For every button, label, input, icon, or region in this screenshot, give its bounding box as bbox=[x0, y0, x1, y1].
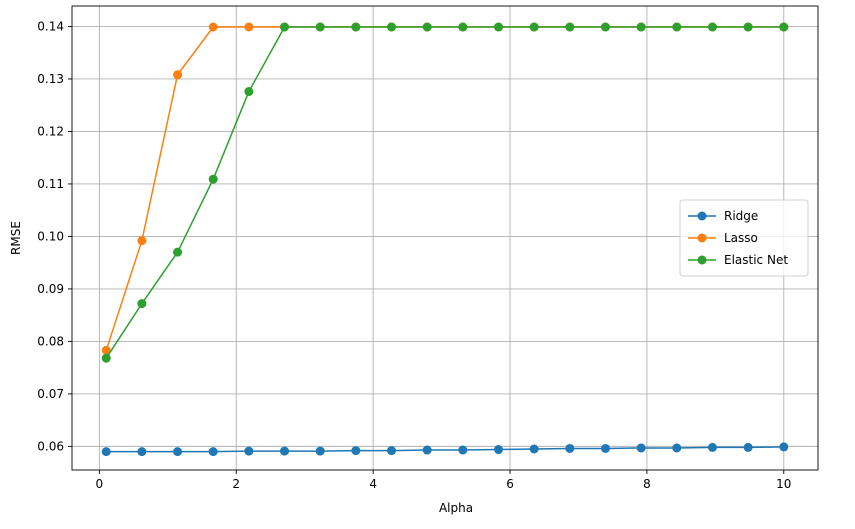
y-tick-label: 0.12 bbox=[37, 124, 64, 138]
data-point-elastic-net bbox=[387, 22, 397, 32]
data-point-ridge bbox=[422, 445, 432, 455]
data-point-ridge bbox=[137, 447, 147, 457]
data-point-elastic-net bbox=[173, 247, 183, 257]
data-point-elastic-net bbox=[137, 299, 147, 309]
data-point-ridge bbox=[493, 445, 503, 455]
data-point-elastic-net bbox=[280, 22, 290, 32]
legend-swatch-marker-elastic-net bbox=[697, 255, 707, 265]
x-tick-label: 0 bbox=[96, 477, 104, 491]
data-point-ridge bbox=[315, 446, 325, 456]
data-point-elastic-net bbox=[458, 22, 468, 32]
y-axis-title: RMSE bbox=[9, 221, 23, 255]
data-point-elastic-net bbox=[565, 22, 575, 32]
data-point-elastic-net bbox=[779, 22, 789, 32]
y-tick-label: 0.11 bbox=[37, 177, 64, 191]
data-point-elastic-net bbox=[743, 22, 753, 32]
legend-label-elastic-net: Elastic Net bbox=[724, 253, 788, 267]
y-tick-label: 0.13 bbox=[37, 72, 64, 86]
legend-label-ridge: Ridge bbox=[724, 209, 758, 223]
data-point-lasso bbox=[244, 22, 254, 32]
data-point-ridge bbox=[244, 446, 254, 456]
data-point-elastic-net bbox=[707, 22, 717, 32]
y-tick-label: 0.14 bbox=[37, 19, 64, 33]
data-point-ridge bbox=[672, 443, 682, 453]
data-point-elastic-net bbox=[636, 22, 646, 32]
data-point-ridge bbox=[208, 447, 218, 457]
y-tick-label: 0.10 bbox=[37, 229, 64, 243]
y-tick-label: 0.09 bbox=[37, 282, 64, 296]
axes-frame bbox=[71, 5, 819, 471]
data-point-elastic-net bbox=[493, 22, 503, 32]
y-tick-label: 0.08 bbox=[37, 334, 64, 348]
legend-swatch-marker-ridge bbox=[697, 211, 707, 221]
legend-swatch-marker-lasso bbox=[697, 233, 707, 243]
ticks-layer: 0 2 4 6 8 10 0.06 0.07 0.08 0.09 0.10 0.11 0.12 0.13 0… bbox=[37, 19, 791, 491]
data-point-lasso bbox=[208, 22, 218, 32]
data-point-ridge bbox=[707, 442, 717, 452]
data-point-elastic-net bbox=[351, 22, 361, 32]
data-point-ridge bbox=[636, 443, 646, 453]
data-point-ridge bbox=[779, 442, 789, 452]
data-point-lasso bbox=[137, 236, 147, 246]
x-tick-label: 6 bbox=[506, 477, 514, 491]
series-elastic-net bbox=[101, 22, 789, 363]
data-point-elastic-net bbox=[208, 174, 218, 184]
x-tick-label: 4 bbox=[369, 477, 377, 491]
data-point-elastic-net bbox=[529, 22, 539, 32]
data-point-elastic-net bbox=[101, 353, 111, 363]
data-point-elastic-net bbox=[600, 22, 610, 32]
data-point-ridge bbox=[529, 444, 539, 454]
data-point-elastic-net bbox=[672, 22, 682, 32]
data-point-ridge bbox=[387, 446, 397, 456]
x-tick-label: 10 bbox=[776, 477, 791, 491]
x-tick-label: 2 bbox=[232, 477, 240, 491]
data-point-ridge bbox=[280, 446, 290, 456]
data-point-elastic-net bbox=[422, 22, 432, 32]
series-ridge bbox=[101, 442, 789, 457]
legend-box bbox=[679, 199, 809, 277]
legend-label-lasso: Lasso bbox=[724, 231, 758, 245]
series-line-ridge bbox=[106, 446, 784, 453]
data-point-ridge bbox=[173, 447, 183, 457]
data-point-ridge bbox=[101, 447, 111, 457]
x-axis-title: Alpha bbox=[439, 501, 473, 515]
data-point-ridge bbox=[458, 445, 468, 455]
data-point-elastic-net bbox=[315, 22, 325, 32]
data-point-lasso bbox=[101, 345, 111, 355]
data-point-elastic-net bbox=[244, 87, 254, 97]
series-line-elastic-net bbox=[105, 26, 784, 359]
series-lasso bbox=[101, 22, 789, 355]
data-point-ridge bbox=[565, 443, 575, 453]
y-tick-label: 0.07 bbox=[37, 387, 64, 401]
y-tick-label: 0.06 bbox=[37, 439, 64, 453]
data-point-ridge bbox=[600, 443, 610, 453]
data-point-ridge bbox=[351, 446, 361, 456]
data-point-lasso bbox=[173, 70, 183, 80]
series-layer bbox=[101, 22, 789, 457]
x-tick-label: 8 bbox=[643, 477, 651, 491]
data-point-ridge bbox=[743, 442, 753, 452]
legend: Ridge Lasso Elastic Net bbox=[679, 199, 809, 277]
